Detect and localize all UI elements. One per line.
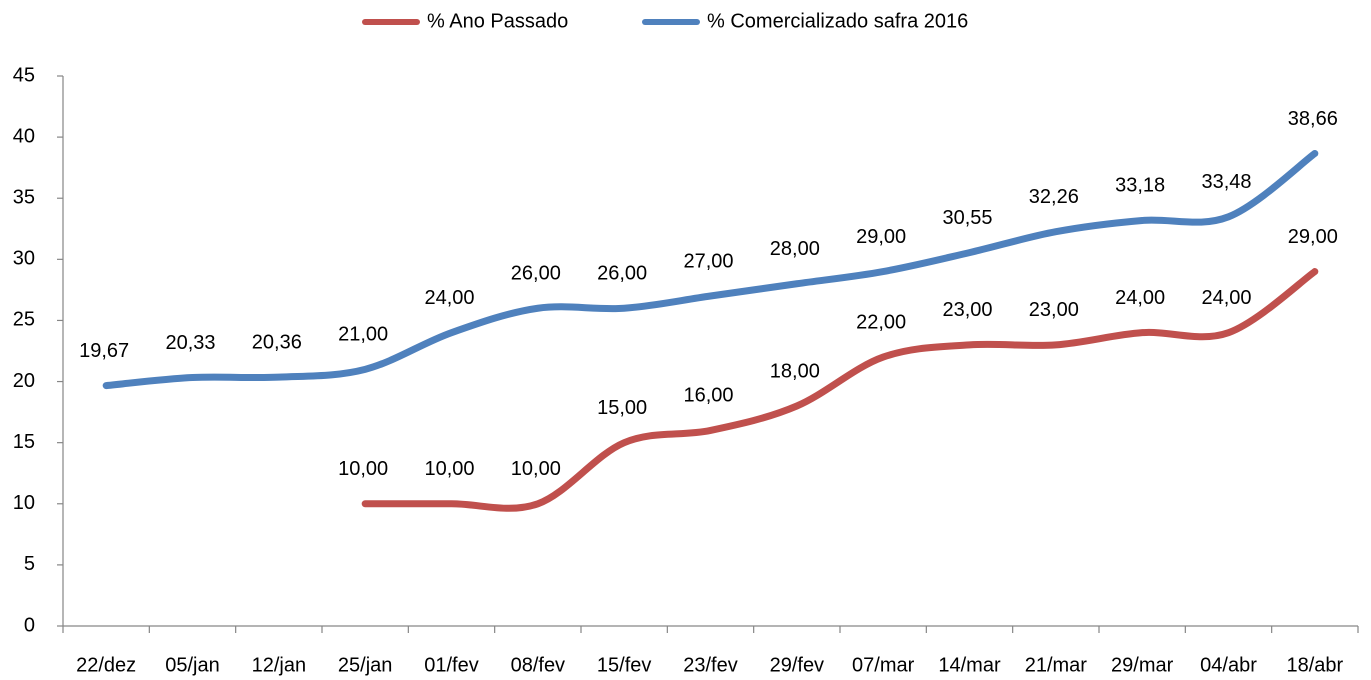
x-tick-label: 23/fev xyxy=(683,654,737,676)
y-tick-label: 5 xyxy=(24,553,35,575)
data-label: 29,00 xyxy=(1288,226,1338,248)
x-tick-label: 05/jan xyxy=(165,654,220,676)
series-line xyxy=(102,149,1319,390)
data-label: 26,00 xyxy=(511,263,561,285)
data-label: 23,00 xyxy=(942,299,992,321)
x-tick-label: 14/mar xyxy=(938,654,1001,676)
data-label: 24,00 xyxy=(1115,287,1165,309)
y-tick-label: 20 xyxy=(13,370,35,392)
data-label: 24,00 xyxy=(424,287,474,309)
x-tick-label: 25/jan xyxy=(338,654,393,676)
x-tick-label: 01/fev xyxy=(424,654,478,676)
data-label: 33,18 xyxy=(1115,175,1165,197)
y-tick-label: 15 xyxy=(13,431,35,453)
legend-label: % Comercializado safra 2016 xyxy=(707,10,968,32)
x-tick-label: 15/fev xyxy=(597,654,651,676)
y-tick-label: 0 xyxy=(24,614,35,636)
data-label: 32,26 xyxy=(1029,186,1079,208)
x-tick-label: 21/mar xyxy=(1025,654,1088,676)
data-label: 26,00 xyxy=(597,263,647,285)
data-label: 24,00 xyxy=(1201,287,1251,309)
data-label: 22,00 xyxy=(856,311,906,333)
legend-label: % Ano Passado xyxy=(427,10,568,32)
x-tick-label: 18/abr xyxy=(1286,654,1343,676)
data-label: 18,00 xyxy=(770,360,820,382)
data-label: 20,33 xyxy=(165,332,215,354)
data-label: 23,00 xyxy=(1029,299,1079,321)
data-label: 28,00 xyxy=(770,238,820,260)
data-label: 38,66 xyxy=(1288,108,1338,130)
data-label: 30,55 xyxy=(942,207,992,229)
data-label: 33,48 xyxy=(1201,171,1251,193)
x-tick-label: 12/jan xyxy=(252,654,307,676)
y-tick-label: 25 xyxy=(13,309,35,331)
y-tick-label: 30 xyxy=(13,248,35,270)
data-label: 10,00 xyxy=(424,458,474,480)
series-line xyxy=(361,268,1319,512)
data-label: 15,00 xyxy=(597,397,647,419)
data-label: 21,00 xyxy=(338,324,388,346)
data-label: 16,00 xyxy=(683,385,733,407)
data-label: 10,00 xyxy=(511,458,561,480)
x-tick-label: 07/mar xyxy=(852,654,915,676)
y-tick-label: 40 xyxy=(13,125,35,147)
data-label: 19,67 xyxy=(79,340,129,362)
x-tick-label: 22/dez xyxy=(76,654,136,676)
x-tick-label: 04/abr xyxy=(1200,654,1257,676)
y-tick-label: 10 xyxy=(13,492,35,514)
data-label: 20,36 xyxy=(252,331,302,353)
y-tick-label: 35 xyxy=(13,187,35,209)
x-tick-label: 29/mar xyxy=(1111,654,1174,676)
data-label: 27,00 xyxy=(683,250,733,272)
data-label: 10,00 xyxy=(338,458,388,480)
x-tick-label: 29/fev xyxy=(770,654,824,676)
y-tick-label: 45 xyxy=(13,64,35,86)
x-tick-label: 08/fev xyxy=(511,654,565,676)
data-label: 29,00 xyxy=(856,226,906,248)
